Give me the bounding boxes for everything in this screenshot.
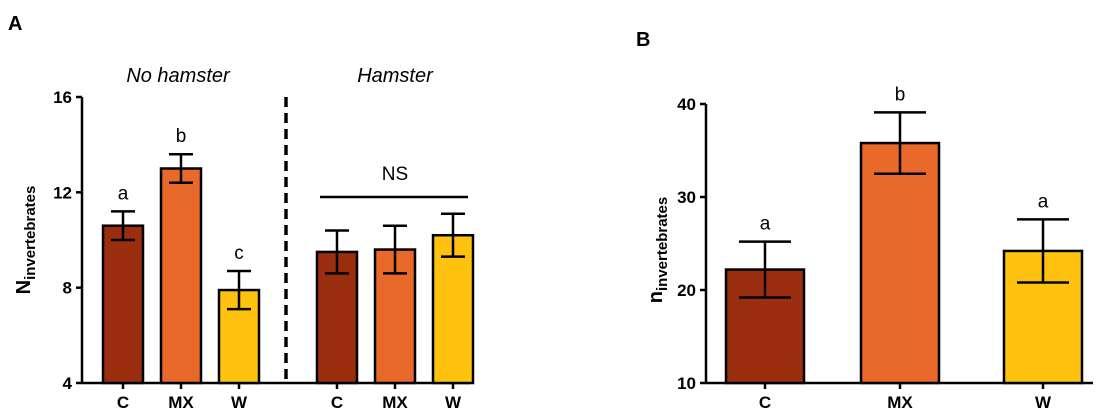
panel-a-y-tick-label: 4 bbox=[63, 374, 73, 393]
panel-a-no-hamster-x-tick-label: C bbox=[117, 393, 129, 412]
y-axis-label-a: Ninvertebrates bbox=[13, 186, 39, 295]
panel-a-hamster-x-tick-label: W bbox=[445, 393, 462, 412]
panel-a-hamster-x-tick-label: MX bbox=[382, 393, 408, 412]
panel-b-letter: B bbox=[636, 29, 650, 51]
panel-b-y-tick-label: 30 bbox=[677, 188, 696, 207]
panel-b-significance-letter: a bbox=[760, 214, 771, 235]
panel-b-bar-mx bbox=[859, 141, 941, 385]
panel-b-x-tick-label: W bbox=[1035, 393, 1052, 412]
svg-text:ninvertebrates: ninvertebrates bbox=[645, 197, 671, 303]
panel-a-no-hamster-significance-letter: b bbox=[176, 126, 187, 147]
panel-b: B ninvertebrates bbox=[636, 29, 671, 303]
y-axis-label-b: ninvertebrates bbox=[645, 197, 671, 303]
group-label-no-hamster: No hamster bbox=[126, 65, 231, 87]
panel-a-hamster-x-tick-label: C bbox=[331, 393, 343, 412]
group-label-hamster: Hamster bbox=[357, 65, 434, 87]
y-axis-label-a-main: N bbox=[13, 280, 35, 294]
panel-b-y-tick-label: 10 bbox=[677, 374, 696, 393]
y-axis-label-b-sub: invertebrates bbox=[654, 197, 671, 291]
ns-annotation: NS bbox=[382, 164, 408, 185]
panel-a-y-tick-label: 12 bbox=[53, 183, 72, 202]
panel-b-y-tick-label: 40 bbox=[677, 95, 696, 114]
panel-a-no-hamster-bar-c bbox=[101, 224, 145, 385]
panel-a-y-tick-label: 8 bbox=[63, 279, 72, 298]
panel-a-no-hamster-significance-letter: a bbox=[118, 183, 129, 204]
panel-a-no-hamster-x-tick-label: W bbox=[231, 393, 248, 412]
panel-a-letter: A bbox=[8, 13, 22, 35]
panel-a-y-tick-label: 16 bbox=[53, 88, 72, 107]
panel-b-x-tick-label: C bbox=[759, 393, 771, 412]
panel-a: A No hamster Hamster NS Ninvertebrates bbox=[8, 13, 468, 383]
panel-a-hamster-bar-w bbox=[431, 233, 475, 385]
y-axis-label-a-sub: invertebrates bbox=[22, 186, 39, 280]
y-axis-label-b-main: n bbox=[645, 291, 667, 303]
panel-b-significance-letter: a bbox=[1038, 191, 1049, 212]
svg-text:Ninvertebrates: Ninvertebrates bbox=[13, 186, 39, 295]
panel-b-x-tick-label: MX bbox=[887, 393, 913, 412]
chart-marks: 4 8 12 16 Ca MX b Wc C MX W 10 20 30 40 Ca MX b Wa bbox=[53, 84, 1093, 412]
panel-b-y-tick-label: 20 bbox=[677, 281, 696, 300]
panel-b-significance-letter: b bbox=[895, 84, 906, 105]
panel-a-no-hamster-x-tick-label: MX bbox=[168, 393, 194, 412]
panel-a-no-hamster-significance-letter: c bbox=[234, 243, 244, 264]
panel-a-no-hamster-bar-mx bbox=[159, 167, 203, 385]
